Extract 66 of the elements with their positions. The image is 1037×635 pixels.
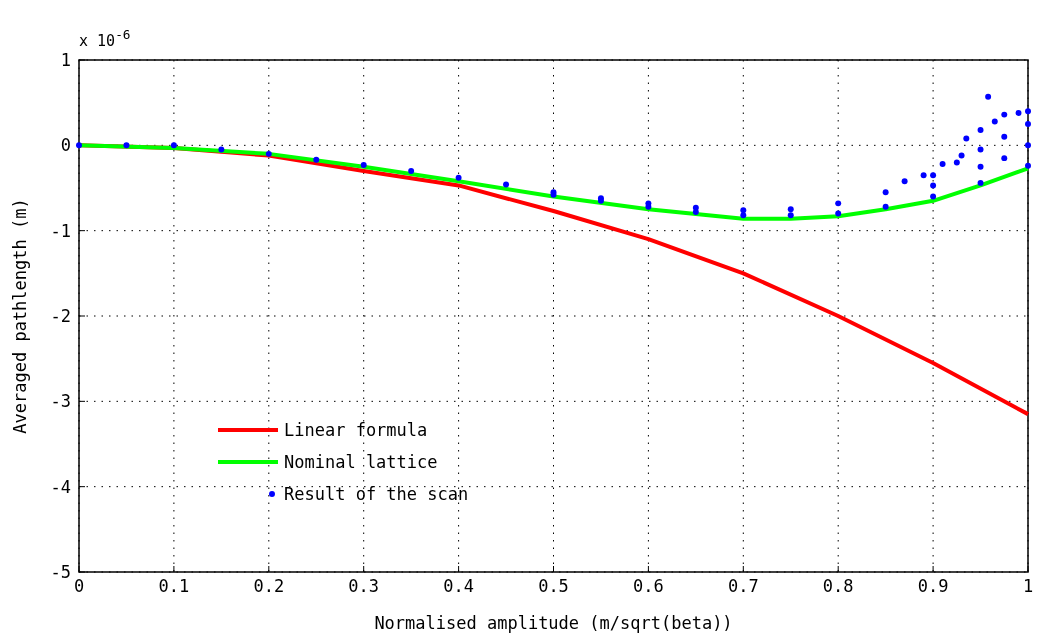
- point: [882, 203, 889, 210]
- point: [977, 126, 984, 133]
- point: [1025, 121, 1031, 127]
- point: [939, 161, 946, 168]
- point: [408, 167, 415, 174]
- point: [503, 181, 510, 188]
- y-tick-label: -1: [50, 220, 71, 241]
- x-axis-title: Normalised amplitude (m/sqrt(beta)): [374, 613, 733, 633]
- y-tick-label: -2: [50, 306, 71, 326]
- point: [930, 182, 937, 189]
- point: [977, 163, 984, 170]
- x-tick-label: 0.5: [538, 576, 569, 596]
- x-tick-label: 0.7: [727, 576, 759, 596]
- point: [835, 200, 842, 207]
- x-tick-label: 0.1: [158, 576, 190, 596]
- point: [930, 172, 937, 179]
- point: [930, 193, 937, 200]
- x-tick-label: 0.6: [633, 576, 664, 596]
- point: [963, 135, 970, 142]
- point: [313, 156, 320, 163]
- x-tick-label: 0.8: [822, 576, 854, 596]
- point: [1001, 133, 1008, 140]
- point: [1001, 111, 1008, 118]
- point: [835, 210, 842, 217]
- point: [76, 142, 82, 149]
- point: [218, 146, 225, 153]
- point: [740, 207, 747, 214]
- point: [170, 142, 177, 149]
- point: [1015, 109, 1022, 116]
- x-tick-label: 0: [73, 576, 85, 596]
- x-tick-label: 0.3: [348, 576, 380, 596]
- point: [787, 206, 794, 213]
- point: [740, 212, 747, 219]
- point: [953, 159, 960, 166]
- point: [692, 208, 699, 215]
- legend-label: Result of the scan: [284, 484, 469, 504]
- y-tick-label: -5: [50, 562, 71, 582]
- point: [977, 146, 984, 153]
- x-tick-label: 0.9: [917, 576, 949, 596]
- point: [882, 189, 889, 196]
- point: [1025, 142, 1031, 149]
- point: [787, 212, 794, 219]
- point: [977, 179, 984, 186]
- point: [265, 150, 272, 157]
- x-tick-label: 0.4: [443, 576, 474, 596]
- y-axis-title: Averaged pathlength (m): [10, 198, 30, 434]
- x-tick-label: 1: [1022, 576, 1034, 596]
- point: [123, 142, 130, 149]
- y-tick-label: -3: [50, 391, 71, 412]
- point: [991, 118, 998, 125]
- legend-label: Nominal lattice: [284, 452, 438, 472]
- point: [920, 172, 927, 179]
- point: [1025, 162, 1031, 169]
- legend-label: Linear formula: [284, 420, 428, 440]
- y-tick-label: 1: [60, 50, 71, 70]
- text: x 10$^{-6}$: [79, 26, 131, 50]
- x-tick-label: 0.2: [253, 576, 285, 596]
- point: [958, 152, 965, 159]
- point: [901, 178, 908, 185]
- point: [985, 93, 992, 100]
- point: [455, 174, 462, 181]
- point: [1025, 108, 1031, 115]
- y-tick-label: 0: [60, 135, 71, 156]
- point: [1001, 155, 1008, 162]
- point: [360, 161, 367, 168]
- y-tick-label: -4: [50, 476, 71, 497]
